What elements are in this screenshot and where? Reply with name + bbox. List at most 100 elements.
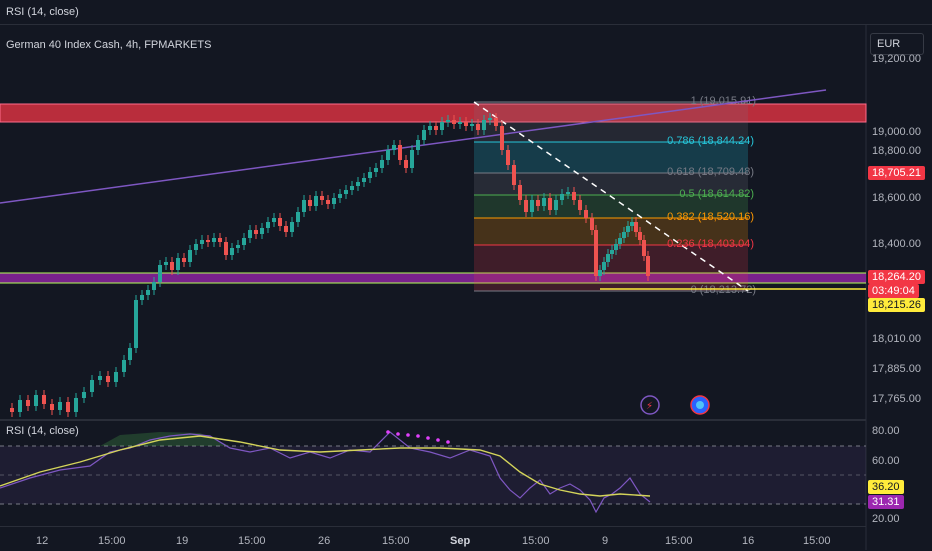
support-price-badge: 18,215.26 bbox=[868, 298, 925, 312]
candle-body bbox=[254, 230, 258, 234]
candle-body bbox=[606, 254, 610, 262]
candle-body bbox=[338, 194, 342, 198]
fib-band-3 bbox=[474, 173, 748, 195]
candle-body bbox=[290, 222, 294, 232]
indicator-header: RSI (14, close) bbox=[0, 0, 932, 25]
fib-trend-dashed-line bbox=[473, 101, 749, 292]
candle-body bbox=[176, 258, 180, 270]
candle-body bbox=[18, 400, 22, 412]
candle-body bbox=[536, 200, 540, 206]
price-label: 18,800.00 bbox=[872, 145, 921, 157]
candle-body bbox=[128, 348, 132, 360]
rsi-axis-label: 20.00 bbox=[872, 513, 900, 525]
candle-body bbox=[308, 200, 312, 206]
candle-body bbox=[488, 118, 492, 120]
candle-body bbox=[302, 200, 306, 212]
candle-body bbox=[410, 150, 414, 168]
rsi-divergence-dot bbox=[436, 438, 440, 442]
candle-body bbox=[158, 265, 162, 282]
candle-body bbox=[296, 212, 300, 222]
rsi-ma-value-badge: 31.31 bbox=[868, 495, 904, 509]
fib-retracement[interactable] bbox=[473, 101, 749, 292]
candle-body bbox=[278, 218, 282, 226]
candle-body bbox=[10, 408, 14, 412]
candle-body bbox=[548, 198, 552, 210]
resistance-zone[interactable] bbox=[0, 104, 866, 122]
candle-body bbox=[458, 122, 462, 124]
candle-body bbox=[392, 145, 396, 150]
candle-body bbox=[566, 192, 570, 194]
candle-body bbox=[106, 376, 110, 382]
candle-body bbox=[380, 160, 384, 168]
candle-body bbox=[578, 200, 582, 210]
rsi-line[interactable] bbox=[0, 431, 651, 514]
candle-body bbox=[626, 226, 630, 232]
rising-trendline[interactable] bbox=[0, 89, 827, 204]
lightning-event-icon[interactable] bbox=[640, 395, 660, 415]
candle-body bbox=[524, 200, 528, 212]
candle-body bbox=[512, 165, 516, 185]
candle-body bbox=[368, 172, 372, 178]
fib-labels: 1 (19,015.91) 0.786 (18,844.24) 0.618 (18,… bbox=[667, 95, 756, 296]
candle-body bbox=[74, 398, 78, 412]
candle-body bbox=[638, 232, 642, 240]
fib-level-label: 0.5 (18,614.82) bbox=[679, 188, 754, 200]
resistance-price-badge: 18,705.21 bbox=[868, 166, 925, 180]
candle-body bbox=[50, 404, 54, 410]
time-label: 16 bbox=[742, 535, 755, 547]
price-label: 19,200.00 bbox=[872, 53, 921, 65]
candle-body bbox=[242, 238, 246, 245]
fib-level-label: 0.618 (18,709.48) bbox=[667, 166, 754, 178]
rsi-divergence-dots bbox=[386, 430, 450, 444]
time-label: 26 bbox=[318, 535, 331, 547]
candle-body bbox=[206, 240, 210, 242]
candle-body bbox=[374, 168, 378, 172]
rsi-ma-line[interactable] bbox=[0, 435, 651, 497]
candle-body bbox=[560, 194, 564, 200]
candlestick-series[interactable] bbox=[10, 113, 650, 417]
candle-body bbox=[610, 250, 614, 254]
candle-body bbox=[434, 126, 438, 130]
candle-body bbox=[182, 258, 186, 262]
earnings-event-dot bbox=[696, 401, 704, 409]
rsi-pane-label[interactable]: RSI (14, close) bbox=[6, 425, 79, 437]
price-label: 18,010.00 bbox=[872, 333, 921, 345]
candle-body bbox=[614, 244, 618, 250]
time-label: 15:00 bbox=[98, 535, 126, 547]
candle-body bbox=[634, 222, 638, 232]
indicator-header-label[interactable]: RSI (14, close) bbox=[6, 6, 79, 18]
candle-body bbox=[506, 150, 510, 165]
candle-body bbox=[350, 186, 354, 190]
candle-body bbox=[416, 140, 420, 150]
candle-body bbox=[114, 372, 118, 382]
candle-body bbox=[326, 200, 330, 204]
time-axis[interactable]: 12 15:00 19 15:00 26 15:00 Sep 15:00 9 1… bbox=[0, 526, 866, 551]
candle-body bbox=[386, 150, 390, 160]
fib-level-label: 0.382 (18,520.16) bbox=[667, 211, 754, 223]
lightning-glyph: ⚡ bbox=[646, 401, 653, 412]
rsi-axis-label: 60.00 bbox=[872, 455, 900, 467]
candle-body bbox=[26, 400, 30, 406]
last-price-badge: 18,264.20 bbox=[868, 270, 925, 284]
candle-body bbox=[598, 270, 602, 276]
support-zone[interactable] bbox=[0, 273, 866, 283]
candle-body bbox=[170, 262, 174, 270]
time-label: 15:00 bbox=[522, 535, 550, 547]
candle-body bbox=[618, 238, 622, 244]
price-label: 17,765.00 bbox=[872, 393, 921, 405]
candle-body bbox=[452, 120, 456, 124]
price-label: 17,885.00 bbox=[872, 363, 921, 375]
candle-body bbox=[224, 242, 228, 255]
candle-body bbox=[630, 222, 634, 226]
candle-body bbox=[554, 200, 558, 210]
candle-body bbox=[584, 210, 588, 218]
candle-body bbox=[590, 218, 594, 230]
candle-body bbox=[398, 145, 402, 160]
candle-body bbox=[530, 200, 534, 212]
candle-body bbox=[260, 228, 264, 234]
candle-body bbox=[266, 222, 270, 228]
candle-body bbox=[446, 120, 450, 122]
fib-level-label: 1 (19,015.91) bbox=[691, 95, 756, 107]
currency-selector[interactable]: EUR bbox=[870, 33, 924, 55]
